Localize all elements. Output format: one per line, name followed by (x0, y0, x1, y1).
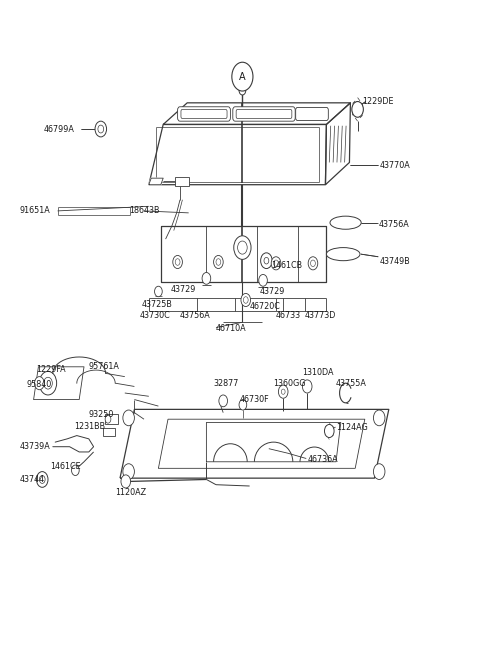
Circle shape (121, 475, 131, 488)
Circle shape (238, 241, 247, 254)
Text: 46736A: 46736A (307, 455, 338, 464)
Circle shape (281, 389, 285, 394)
FancyBboxPatch shape (233, 107, 295, 121)
Text: 95840: 95840 (26, 380, 52, 389)
Text: 1229FA: 1229FA (36, 365, 66, 374)
Circle shape (311, 260, 315, 267)
Text: 91651A: 91651A (20, 206, 50, 215)
Ellipse shape (326, 248, 360, 261)
Circle shape (241, 293, 251, 307)
Circle shape (373, 464, 385, 479)
Circle shape (72, 465, 79, 476)
FancyBboxPatch shape (236, 109, 292, 119)
Ellipse shape (330, 216, 361, 229)
Text: 43756A: 43756A (378, 219, 409, 229)
Polygon shape (163, 103, 350, 124)
Circle shape (271, 257, 281, 270)
Circle shape (216, 259, 221, 265)
Circle shape (219, 395, 228, 407)
Circle shape (274, 260, 278, 267)
Circle shape (324, 424, 334, 438)
Text: 43730C: 43730C (139, 311, 170, 320)
Bar (103, 428, 115, 436)
Polygon shape (34, 367, 84, 400)
Polygon shape (161, 226, 326, 282)
Text: 1310DA: 1310DA (302, 367, 334, 377)
Circle shape (44, 377, 52, 389)
Text: 43744: 43744 (19, 475, 44, 484)
Text: 1360GG: 1360GG (274, 379, 306, 388)
Circle shape (214, 255, 223, 269)
Circle shape (202, 272, 211, 284)
Circle shape (98, 125, 104, 133)
Text: 93250: 93250 (89, 410, 114, 419)
Circle shape (105, 415, 111, 423)
Polygon shape (120, 409, 389, 478)
Text: 32877: 32877 (214, 379, 239, 388)
Circle shape (155, 286, 162, 297)
Polygon shape (149, 178, 163, 185)
Text: 46733: 46733 (276, 311, 301, 320)
Text: 1461CB: 1461CB (271, 261, 302, 270)
Text: 95761A: 95761A (89, 362, 120, 371)
Text: 43749B: 43749B (379, 257, 410, 267)
Text: 46730F: 46730F (240, 395, 270, 404)
FancyBboxPatch shape (296, 107, 328, 121)
Text: 1120AZ: 1120AZ (115, 488, 146, 497)
Circle shape (373, 410, 385, 426)
Circle shape (239, 400, 247, 410)
Text: 43739A: 43739A (19, 442, 50, 451)
Bar (175, 177, 189, 186)
Polygon shape (206, 422, 341, 462)
Circle shape (243, 297, 248, 303)
Text: 46799A: 46799A (44, 124, 74, 134)
Circle shape (261, 253, 272, 269)
Circle shape (175, 259, 180, 265)
Circle shape (39, 371, 57, 395)
Circle shape (352, 102, 363, 117)
Text: 46710A: 46710A (216, 324, 247, 333)
Circle shape (123, 464, 134, 479)
Circle shape (123, 410, 134, 426)
Text: 43756A: 43756A (180, 311, 211, 320)
Text: 43729: 43729 (259, 287, 285, 296)
Text: 1231BB: 1231BB (74, 422, 106, 431)
Circle shape (232, 62, 253, 91)
Circle shape (234, 236, 251, 259)
Circle shape (302, 380, 312, 393)
Text: 1461CE: 1461CE (50, 462, 81, 471)
Text: 43755A: 43755A (336, 379, 367, 388)
Polygon shape (325, 103, 350, 185)
Polygon shape (149, 124, 326, 185)
FancyBboxPatch shape (181, 109, 227, 119)
Bar (105, 414, 118, 424)
Circle shape (39, 476, 45, 483)
Circle shape (35, 377, 44, 390)
Text: 1229DE: 1229DE (362, 97, 394, 106)
Text: 46720C: 46720C (250, 302, 280, 311)
Text: 43725B: 43725B (142, 300, 172, 309)
Circle shape (308, 257, 318, 270)
Circle shape (95, 121, 107, 137)
Circle shape (264, 257, 269, 264)
Text: 43729: 43729 (170, 285, 196, 294)
Text: 1124AG: 1124AG (336, 422, 368, 432)
Text: A: A (239, 71, 246, 82)
Circle shape (173, 255, 182, 269)
Circle shape (278, 385, 288, 398)
Text: 43770A: 43770A (379, 160, 410, 170)
Text: 43773D: 43773D (305, 311, 336, 320)
Text: 18643B: 18643B (130, 206, 160, 215)
Circle shape (36, 472, 48, 487)
Polygon shape (158, 419, 365, 468)
Circle shape (239, 86, 246, 95)
Circle shape (259, 274, 267, 286)
FancyBboxPatch shape (178, 107, 230, 121)
